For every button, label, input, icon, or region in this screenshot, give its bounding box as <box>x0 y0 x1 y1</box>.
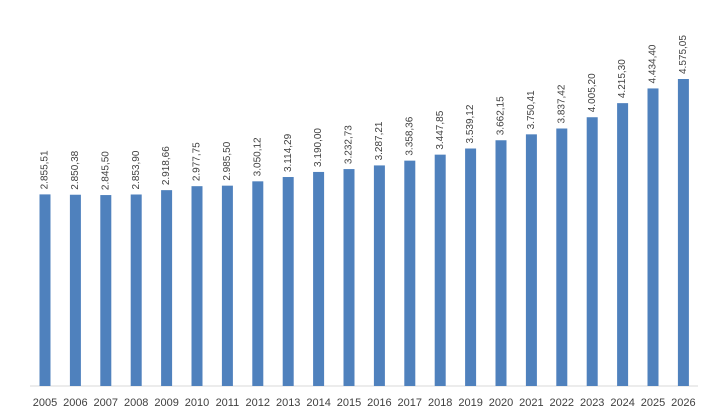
x-tick-label-2020: 2020 <box>489 397 513 409</box>
bar-2014 <box>313 171 325 386</box>
x-tick-label-2008: 2008 <box>124 397 148 409</box>
bar-2020 <box>495 140 507 386</box>
data-label-2020: 3.662,15 <box>496 96 507 135</box>
x-tick-label-2016: 2016 <box>367 397 391 409</box>
data-label-2006: 2.850,38 <box>70 150 81 189</box>
data-label-2017: 3.358,36 <box>404 116 415 155</box>
bar-2008 <box>130 194 142 386</box>
bar-2018 <box>434 154 446 386</box>
x-tick-label-2017: 2017 <box>398 397 422 409</box>
bar-2011 <box>221 185 233 386</box>
bar-2025 <box>647 88 659 386</box>
bar-2022 <box>556 128 568 386</box>
x-tick-label-2011: 2011 <box>216 397 240 409</box>
x-tick-label-2009: 2009 <box>154 397 178 409</box>
bar-2019 <box>465 148 477 386</box>
bar-2010 <box>191 186 203 386</box>
x-tick-label-2015: 2015 <box>337 397 361 409</box>
data-label-2012: 3.050,12 <box>252 137 263 176</box>
x-tick-label-2026: 2026 <box>671 397 695 409</box>
x-tick-label-2018: 2018 <box>428 397 452 409</box>
bar-2023 <box>586 117 598 387</box>
x-tick-label-2010: 2010 <box>185 397 209 409</box>
bar-2005 <box>39 194 51 386</box>
x-tick-label-2012: 2012 <box>246 397 270 409</box>
bar-2016 <box>373 165 385 386</box>
data-label-2026: 4.575,05 <box>678 35 689 74</box>
data-label-2007: 2.845,50 <box>100 151 111 190</box>
bars-group <box>39 79 689 387</box>
bar-2026 <box>677 79 689 386</box>
data-label-2016: 3.287,21 <box>374 121 385 160</box>
x-tick-label-2024: 2024 <box>610 397 634 409</box>
bar-2017 <box>404 160 416 386</box>
data-label-2021: 3.750,41 <box>526 90 537 129</box>
x-tick-label-2007: 2007 <box>94 397 118 409</box>
data-label-2024: 4.215,30 <box>617 59 628 98</box>
data-label-2008: 2.853,90 <box>131 150 142 189</box>
x-tick-label-2019: 2019 <box>458 397 482 409</box>
x-tick-label-2006: 2006 <box>63 397 87 409</box>
data-label-2014: 3.190,00 <box>313 128 324 167</box>
x-tick-label-2013: 2013 <box>276 397 300 409</box>
bar-2006 <box>69 194 81 386</box>
data-label-2010: 2.977,75 <box>192 142 203 181</box>
x-tick-label-2005: 2005 <box>33 397 57 409</box>
bar-2013 <box>282 177 294 386</box>
bar-2015 <box>343 169 355 386</box>
data-label-2023: 4.005,20 <box>587 73 598 112</box>
data-label-2022: 3.837,42 <box>556 84 567 123</box>
data-label-2009: 2.918,66 <box>161 146 172 185</box>
data-label-2011: 2.985,50 <box>222 141 233 180</box>
data-label-2005: 2.855,51 <box>40 150 51 189</box>
x-tick-label-2023: 2023 <box>580 397 604 409</box>
data-label-2015: 3.232,73 <box>344 125 355 164</box>
x-tick-label-2014: 2014 <box>306 397 330 409</box>
x-tick-label-2022: 2022 <box>550 397 574 409</box>
bar-2024 <box>617 103 629 386</box>
x-tick-label-2025: 2025 <box>641 397 665 409</box>
bar-2007 <box>100 195 112 386</box>
data-labels-group: 2.855,51 2.850,38 2.845,50 2.853,90 2.918,66… <box>40 35 689 190</box>
bar-2012 <box>252 181 264 386</box>
bar-2021 <box>525 134 537 386</box>
bar-2009 <box>161 190 173 386</box>
x-tick-label-2021: 2021 <box>519 397 543 409</box>
x-tick-labels-group: 2005 2006 2007 2008 2009 2010 2011 2012 2013 2014… <box>33 397 696 409</box>
data-label-2025: 4.434,40 <box>648 44 659 83</box>
data-label-2018: 3.447,85 <box>435 110 446 149</box>
data-label-2019: 3.539,12 <box>465 104 476 143</box>
data-label-2013: 3.114,29 <box>283 133 294 172</box>
